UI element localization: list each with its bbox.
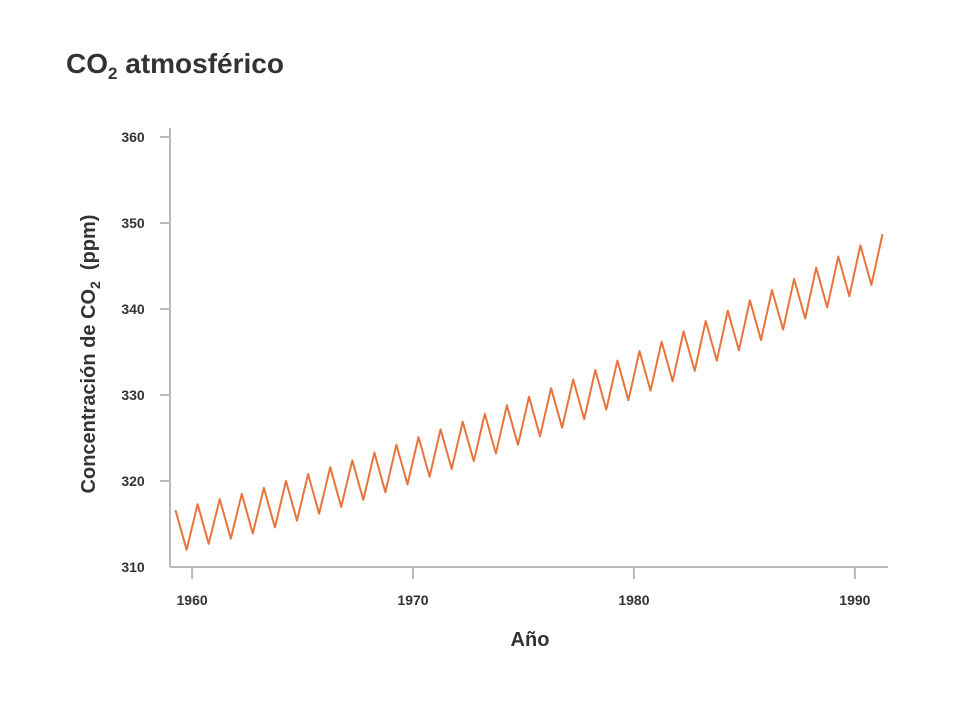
y-axis-title-rest: (ppm) [78,215,100,282]
x-tick-label: 1980 [618,592,649,608]
x-tick-label: 1970 [397,592,428,608]
x-tick-label: 1990 [839,592,870,608]
chart-title-rest: atmosférico [117,48,284,79]
x-axis-ticks: 1960 1970 1980 1990 [177,567,871,608]
y-tick-label: 310 [121,559,145,575]
y-tick-label: 320 [121,473,145,489]
y-axis-title-main: Concentración de CO [78,289,100,493]
y-tick-label: 330 [121,387,145,403]
y-axis-title-subscript: 2 [87,281,103,289]
chart-title: CO2 atmosférico [66,48,284,83]
co2-series-line [174,233,884,551]
y-axis-ticks: 310 320 330 340 350 360 [121,129,170,575]
y-axis-title: Concentración de CO2 (ppm) [78,215,103,494]
y-tick-label: 360 [121,129,145,145]
series-layer [174,233,884,551]
y-tick-label: 350 [121,215,145,231]
x-axis-title: Año [511,629,550,651]
chart-title-subscript: 2 [108,64,117,83]
chart-title-main: CO [66,48,108,79]
x-tick-label: 1960 [177,592,208,608]
y-tick-label: 340 [121,301,145,317]
